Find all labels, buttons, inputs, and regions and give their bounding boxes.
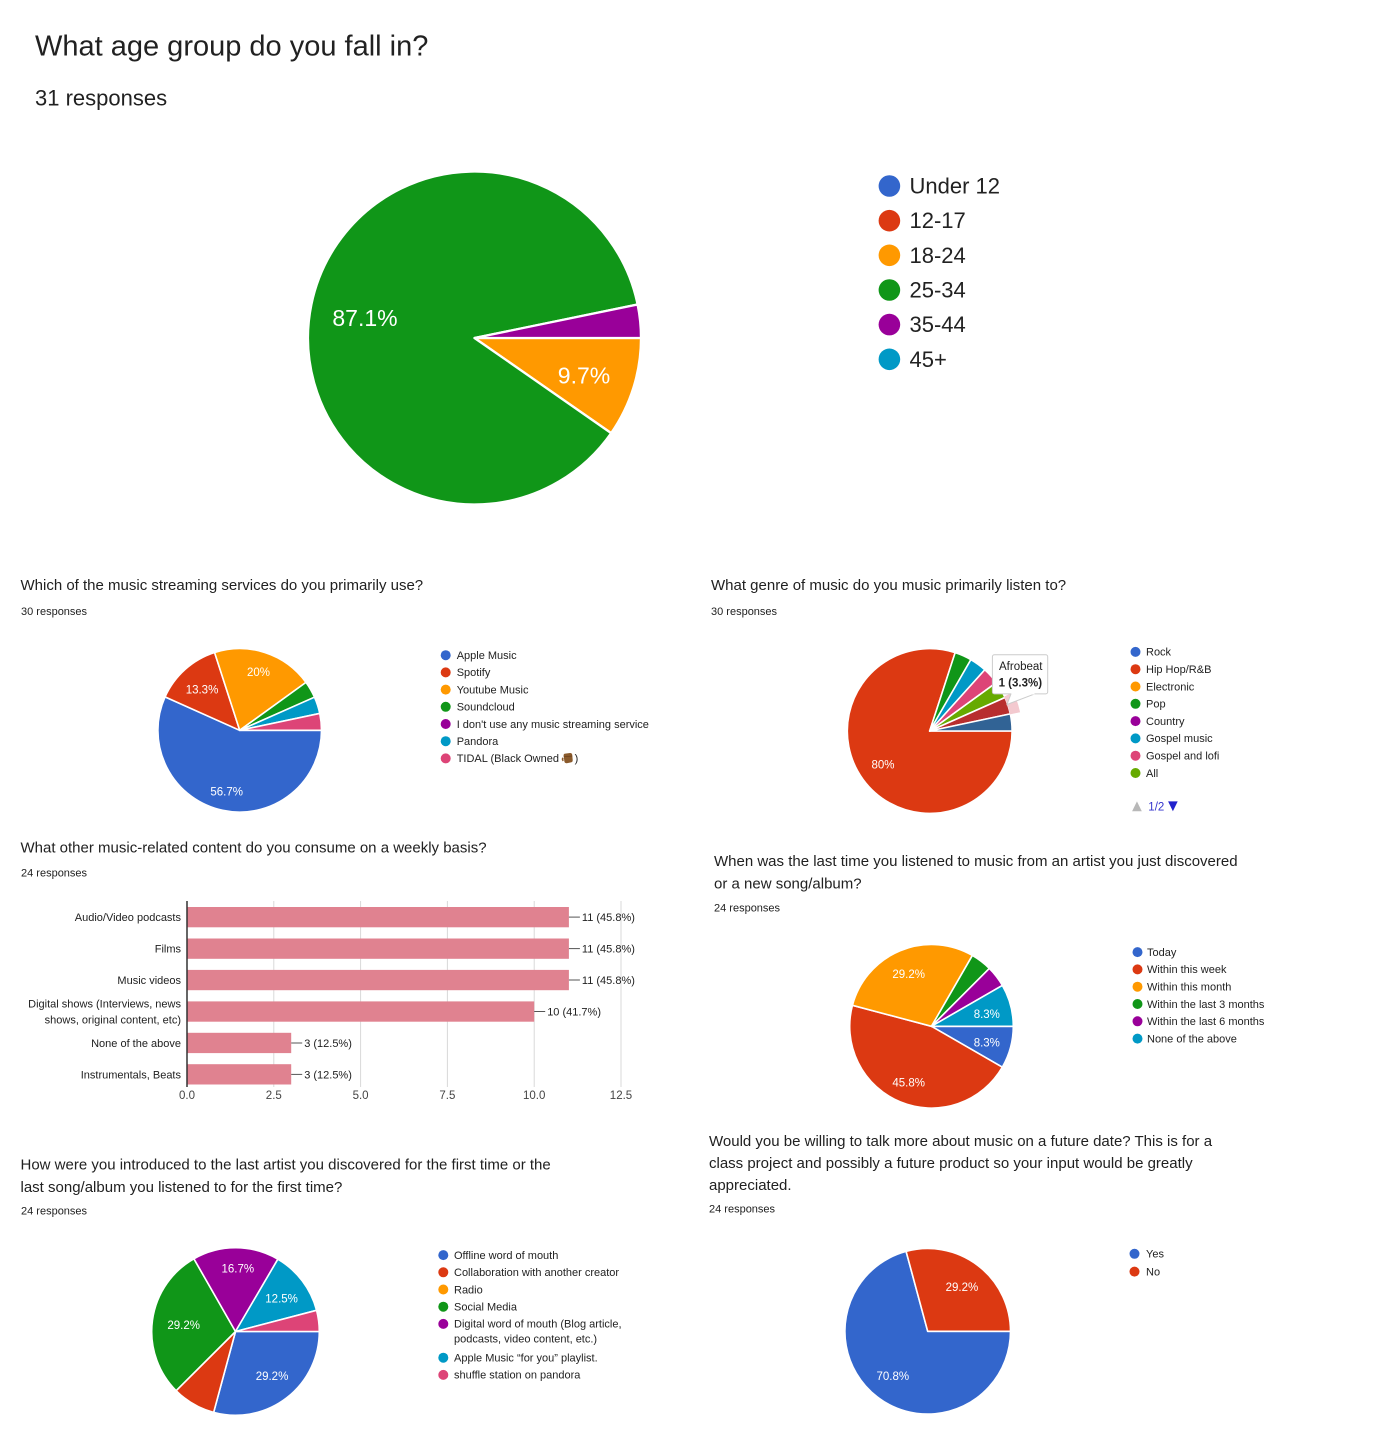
svg-text:last song/album you listened t: last song/album you listened to for the … — [21, 1179, 343, 1196]
svg-text:87.1%: 87.1% — [332, 305, 397, 331]
svg-text:2.5: 2.5 — [266, 1090, 282, 1102]
svg-text:Pop: Pop — [1146, 699, 1166, 711]
svg-text:Within the last 6 months: Within the last 6 months — [1147, 1016, 1265, 1028]
svg-text:Collaboration with another cre: Collaboration with another creator — [454, 1267, 619, 1279]
svg-text:Within the last 3 months: Within the last 3 months — [1147, 999, 1265, 1011]
svg-text:12-17: 12-17 — [910, 208, 966, 233]
svg-text:10 (41.7%): 10 (41.7%) — [547, 1007, 601, 1019]
svg-text:TIDAL (Black Owned: TIDAL (Black Owned — [457, 753, 559, 765]
svg-text:29.2%: 29.2% — [946, 1282, 979, 1294]
svg-text:8.3%: 8.3% — [974, 1038, 1000, 1050]
svg-text:Films: Films — [155, 944, 182, 956]
svg-text:45.8%: 45.8% — [892, 1078, 925, 1090]
svg-text:Electronic: Electronic — [1146, 681, 1195, 693]
svg-text:7.5: 7.5 — [439, 1090, 455, 1102]
svg-text:Instrumentals, Beats: Instrumentals, Beats — [81, 1069, 182, 1081]
svg-text:Apple Music: Apple Music — [457, 650, 517, 662]
svg-text:None of the above: None of the above — [1147, 1033, 1237, 1045]
svg-text:30 responses: 30 responses — [711, 606, 778, 618]
svg-text:1 (3.3%): 1 (3.3%) — [999, 678, 1043, 690]
svg-text:35-44: 35-44 — [910, 312, 966, 337]
svg-text:18-24: 18-24 — [910, 243, 966, 268]
svg-text:Gospel and lofi: Gospel and lofi — [1146, 751, 1219, 763]
svg-text:appreciated.: appreciated. — [709, 1177, 792, 1194]
svg-text:10.0: 10.0 — [523, 1090, 545, 1102]
svg-text:12.5%: 12.5% — [265, 1293, 298, 1305]
svg-text:11 (45.8%): 11 (45.8%) — [582, 975, 635, 987]
svg-text:11 (45.8%): 11 (45.8%) — [582, 944, 635, 956]
svg-text:shows, original content, etc): shows, original content, etc) — [45, 1015, 181, 1027]
svg-text:Rock: Rock — [1146, 647, 1172, 659]
svg-text:5.0: 5.0 — [353, 1090, 369, 1102]
svg-text:31 responses: 31 responses — [35, 86, 167, 111]
svg-text:What other music-related conte: What other music-related content do you … — [21, 840, 487, 857]
svg-text:How were you introduced to the: How were you introduced to the last arti… — [21, 1157, 551, 1174]
svg-text:None of the above: None of the above — [91, 1038, 181, 1050]
svg-text:Youtube Music: Youtube Music — [457, 684, 529, 696]
svg-text:25-34: 25-34 — [910, 278, 966, 303]
svg-text:0.0: 0.0 — [179, 1090, 195, 1102]
svg-text:16.7%: 16.7% — [221, 1263, 254, 1275]
svg-text:Within this month: Within this month — [1147, 982, 1231, 994]
svg-text:9.7%: 9.7% — [558, 362, 610, 388]
svg-text:24 responses: 24 responses — [714, 903, 781, 915]
svg-text:Spotify: Spotify — [457, 667, 491, 679]
svg-text:Which of the music streaming s: Which of the music streaming services do… — [21, 577, 424, 594]
svg-text:Music videos: Music videos — [117, 975, 181, 987]
svg-text:Country: Country — [1146, 716, 1185, 728]
svg-text:Yes: Yes — [1146, 1249, 1164, 1261]
svg-text:Digital shows (Interviews, new: Digital shows (Interviews, news — [28, 999, 181, 1011]
svg-text:80%: 80% — [871, 760, 894, 772]
svg-text:Digital word of mouth (Blog ar: Digital word of mouth (Blog article, — [454, 1319, 622, 1331]
svg-text:Gospel music: Gospel music — [1146, 733, 1213, 745]
svg-text:Within this week: Within this week — [1147, 964, 1227, 976]
svg-text:class project and possibly a f: class project and possibly a future prod… — [709, 1155, 1193, 1172]
svg-text:3 (12.5%): 3 (12.5%) — [304, 1038, 352, 1050]
svg-text:Hip Hop/R&B: Hip Hop/R&B — [1146, 664, 1211, 676]
svg-text:11 (45.8%): 11 (45.8%) — [582, 912, 635, 924]
svg-text:29.2%: 29.2% — [167, 1320, 200, 1332]
svg-text:Radio: Radio — [454, 1284, 483, 1296]
svg-text:What age group do you fall in?: What age group do you fall in? — [35, 31, 428, 63]
svg-text:What genre of music do you mus: What genre of music do you music primari… — [711, 577, 1066, 594]
svg-text:Apple Music “for you” playlist: Apple Music “for you” playlist. — [454, 1353, 598, 1365]
svg-text:Soundcloud: Soundcloud — [457, 702, 515, 714]
svg-text:8.3%: 8.3% — [974, 1009, 1000, 1021]
svg-text:): ) — [575, 753, 579, 765]
svg-text:56.7%: 56.7% — [210, 787, 243, 799]
svg-text:podcasts, video content, etc.): podcasts, video content, etc.) — [454, 1334, 597, 1346]
svg-text:Afrobeat: Afrobeat — [999, 661, 1043, 673]
svg-text:45+: 45+ — [910, 347, 947, 372]
svg-text:Under 12: Under 12 — [910, 174, 1001, 199]
svg-text:29.2%: 29.2% — [892, 969, 925, 981]
svg-text:Offline word of mouth: Offline word of mouth — [454, 1250, 558, 1262]
svg-text:24 responses: 24 responses — [709, 1203, 776, 1215]
svg-text:Today: Today — [1147, 947, 1177, 959]
svg-text:Would you be willing to talk m: Would you be willing to talk more about … — [709, 1133, 1213, 1150]
svg-text:12.5: 12.5 — [610, 1090, 632, 1102]
svg-text:30 responses: 30 responses — [21, 606, 88, 618]
svg-text:No: No — [1146, 1266, 1160, 1278]
svg-text:When was the last time you lis: When was the last time you listened to m… — [714, 853, 1238, 870]
svg-text:I don't use any music streamin: I don't use any music streaming service — [457, 719, 649, 731]
svg-text:20%: 20% — [247, 667, 270, 679]
svg-text:1/2: 1/2 — [1148, 801, 1164, 813]
svg-text:13.3%: 13.3% — [186, 685, 219, 697]
svg-text:Audio/Video podcasts: Audio/Video podcasts — [75, 912, 182, 924]
svg-text:24 responses: 24 responses — [21, 1206, 88, 1218]
svg-text:3 (12.5%): 3 (12.5%) — [304, 1069, 352, 1081]
svg-text:All: All — [1146, 768, 1158, 780]
svg-text:24 responses: 24 responses — [21, 868, 88, 880]
svg-text:or a new song/album?: or a new song/album? — [714, 875, 862, 892]
svg-text:shuffle station on pandora: shuffle station on pandora — [454, 1370, 581, 1382]
svg-text:70.8%: 70.8% — [876, 1371, 909, 1383]
svg-text:Pandora: Pandora — [457, 736, 499, 748]
svg-text:Social Media: Social Media — [454, 1302, 518, 1314]
svg-text:29.2%: 29.2% — [256, 1371, 289, 1383]
